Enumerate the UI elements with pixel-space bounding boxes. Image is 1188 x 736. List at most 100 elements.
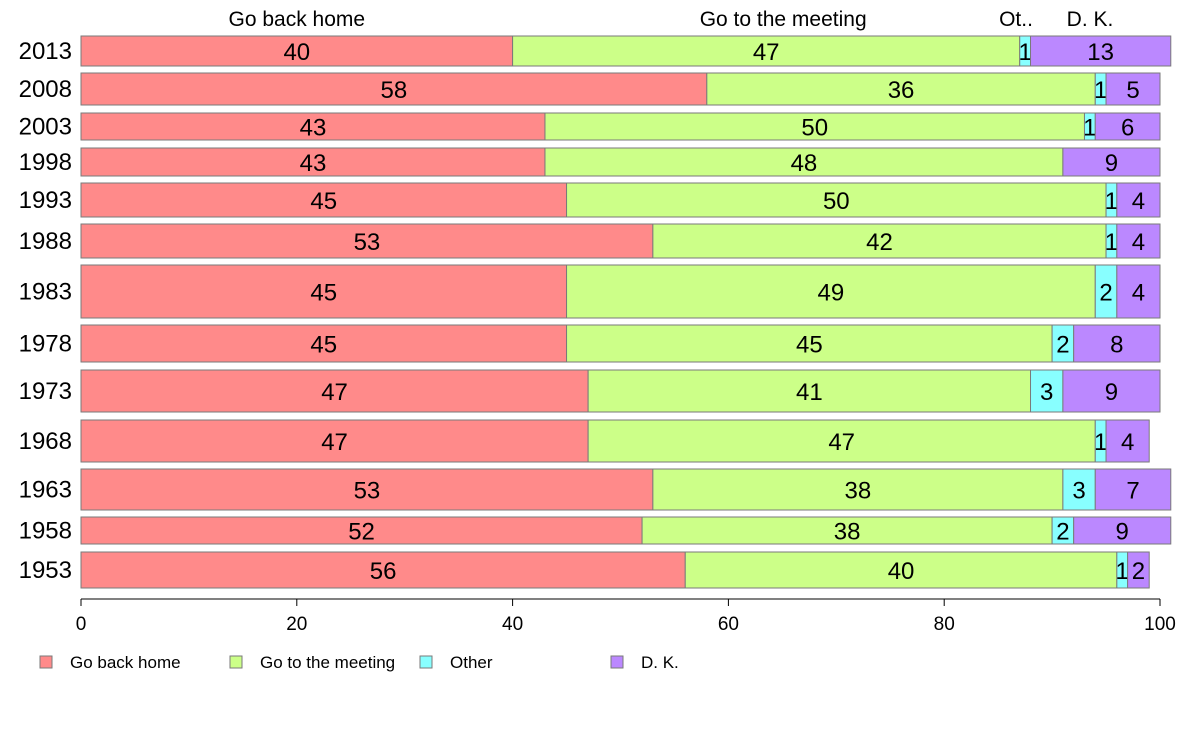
data-label: 4 bbox=[1132, 188, 1145, 215]
data-label: 5 bbox=[1126, 77, 1139, 104]
data-label: 49 bbox=[818, 280, 845, 307]
bar-segment bbox=[652, 223, 1107, 259]
bar-segment bbox=[1105, 72, 1161, 106]
bar-segment bbox=[80, 264, 568, 319]
column-header: Ot.. bbox=[999, 8, 1033, 31]
year-label: 1958 bbox=[19, 518, 72, 545]
data-label: 43 bbox=[300, 115, 327, 142]
bar-segment bbox=[1094, 112, 1161, 141]
year-label: 1978 bbox=[19, 331, 72, 358]
bar-segment bbox=[1062, 147, 1161, 177]
legend-swatch bbox=[39, 655, 53, 669]
legend-label: Go back home bbox=[70, 653, 181, 672]
year-label: 1998 bbox=[19, 149, 72, 176]
x-tick-label: 20 bbox=[286, 614, 307, 635]
x-tick-label: 100 bbox=[1144, 614, 1176, 635]
data-label: 58 bbox=[381, 77, 408, 104]
data-label: 50 bbox=[801, 115, 828, 142]
data-label: 2 bbox=[1056, 332, 1069, 359]
year-label: 2003 bbox=[19, 114, 72, 141]
legend-swatch bbox=[419, 655, 433, 669]
year-label: 2008 bbox=[19, 76, 72, 103]
bar-segment bbox=[1116, 223, 1161, 259]
bar-segment bbox=[1105, 419, 1150, 463]
bar-segment bbox=[1030, 35, 1172, 67]
column-header: Go back home bbox=[229, 8, 366, 31]
data-label: 53 bbox=[354, 478, 381, 505]
data-label: 53 bbox=[354, 229, 381, 256]
data-label: 56 bbox=[370, 558, 397, 585]
legend-label: Other bbox=[450, 653, 493, 672]
data-label: 1 bbox=[1083, 115, 1096, 142]
data-label: 9 bbox=[1105, 379, 1118, 406]
data-label: 1 bbox=[1105, 188, 1118, 215]
bar-segment bbox=[80, 551, 686, 589]
x-tick-label: 60 bbox=[718, 614, 739, 635]
data-label: 41 bbox=[796, 379, 823, 406]
year-label: 1988 bbox=[19, 228, 72, 255]
data-label: 52 bbox=[348, 519, 375, 546]
bar-segment bbox=[512, 35, 1021, 67]
data-label: 45 bbox=[796, 332, 823, 359]
bar-segment bbox=[1127, 551, 1150, 589]
bar-segment bbox=[80, 419, 589, 463]
data-label: 2 bbox=[1099, 280, 1112, 307]
bar-segment bbox=[652, 468, 1064, 511]
bar-segment bbox=[80, 35, 514, 67]
x-tick-label: 40 bbox=[502, 614, 523, 635]
data-label: 13 bbox=[1087, 39, 1114, 66]
column-header: D. K. bbox=[1067, 8, 1114, 31]
data-label: 43 bbox=[300, 150, 327, 177]
data-label: 9 bbox=[1105, 150, 1118, 177]
data-label: 2 bbox=[1056, 519, 1069, 546]
year-label: 1983 bbox=[19, 279, 72, 306]
data-label: 50 bbox=[823, 188, 850, 215]
data-label: 2 bbox=[1132, 558, 1145, 585]
data-label: 4 bbox=[1121, 429, 1134, 456]
bar-segment bbox=[1030, 369, 1064, 413]
data-label: 45 bbox=[310, 332, 337, 359]
year-label: 2013 bbox=[19, 38, 72, 65]
x-tick-label: 0 bbox=[76, 614, 87, 635]
data-label: 45 bbox=[310, 188, 337, 215]
bar-segment bbox=[566, 264, 1096, 319]
data-label: 40 bbox=[888, 558, 915, 585]
bar-segment bbox=[1116, 182, 1161, 218]
data-label: 6 bbox=[1121, 115, 1134, 142]
data-label: 45 bbox=[310, 280, 337, 307]
legend-swatch bbox=[229, 655, 243, 669]
bar-segment bbox=[1073, 516, 1172, 545]
data-label: 47 bbox=[321, 379, 348, 406]
data-label: 1 bbox=[1094, 429, 1107, 456]
bar-segment bbox=[1062, 468, 1096, 511]
bar-segment bbox=[80, 468, 654, 511]
x-tick-label: 80 bbox=[934, 614, 955, 635]
data-label: 1 bbox=[1094, 77, 1107, 104]
data-label: 47 bbox=[753, 39, 780, 66]
bar-segment bbox=[684, 551, 1118, 589]
bar-segment bbox=[80, 324, 568, 363]
data-label: 40 bbox=[283, 39, 310, 66]
legend-swatch bbox=[610, 655, 624, 669]
data-label: 47 bbox=[321, 429, 348, 456]
bar-segment bbox=[80, 516, 643, 545]
column-header: Go to the meeting bbox=[700, 8, 867, 31]
data-label: 3 bbox=[1072, 478, 1085, 505]
data-label: 1 bbox=[1116, 558, 1129, 585]
data-label: 4 bbox=[1132, 229, 1145, 256]
bar-segment bbox=[706, 72, 1096, 106]
bar-segment bbox=[80, 369, 589, 413]
data-label: 47 bbox=[828, 429, 855, 456]
data-label: 48 bbox=[791, 150, 818, 177]
bar-segment bbox=[566, 324, 1053, 363]
bar-segment bbox=[1094, 468, 1172, 511]
data-label: 7 bbox=[1126, 478, 1139, 505]
legend-label: D. K. bbox=[641, 653, 679, 672]
data-label: 38 bbox=[834, 519, 861, 546]
data-label: 1 bbox=[1105, 229, 1118, 256]
bar-segment bbox=[544, 147, 1064, 177]
data-label: 38 bbox=[845, 478, 872, 505]
data-label: 36 bbox=[888, 77, 915, 104]
data-label: 1 bbox=[1018, 39, 1031, 66]
